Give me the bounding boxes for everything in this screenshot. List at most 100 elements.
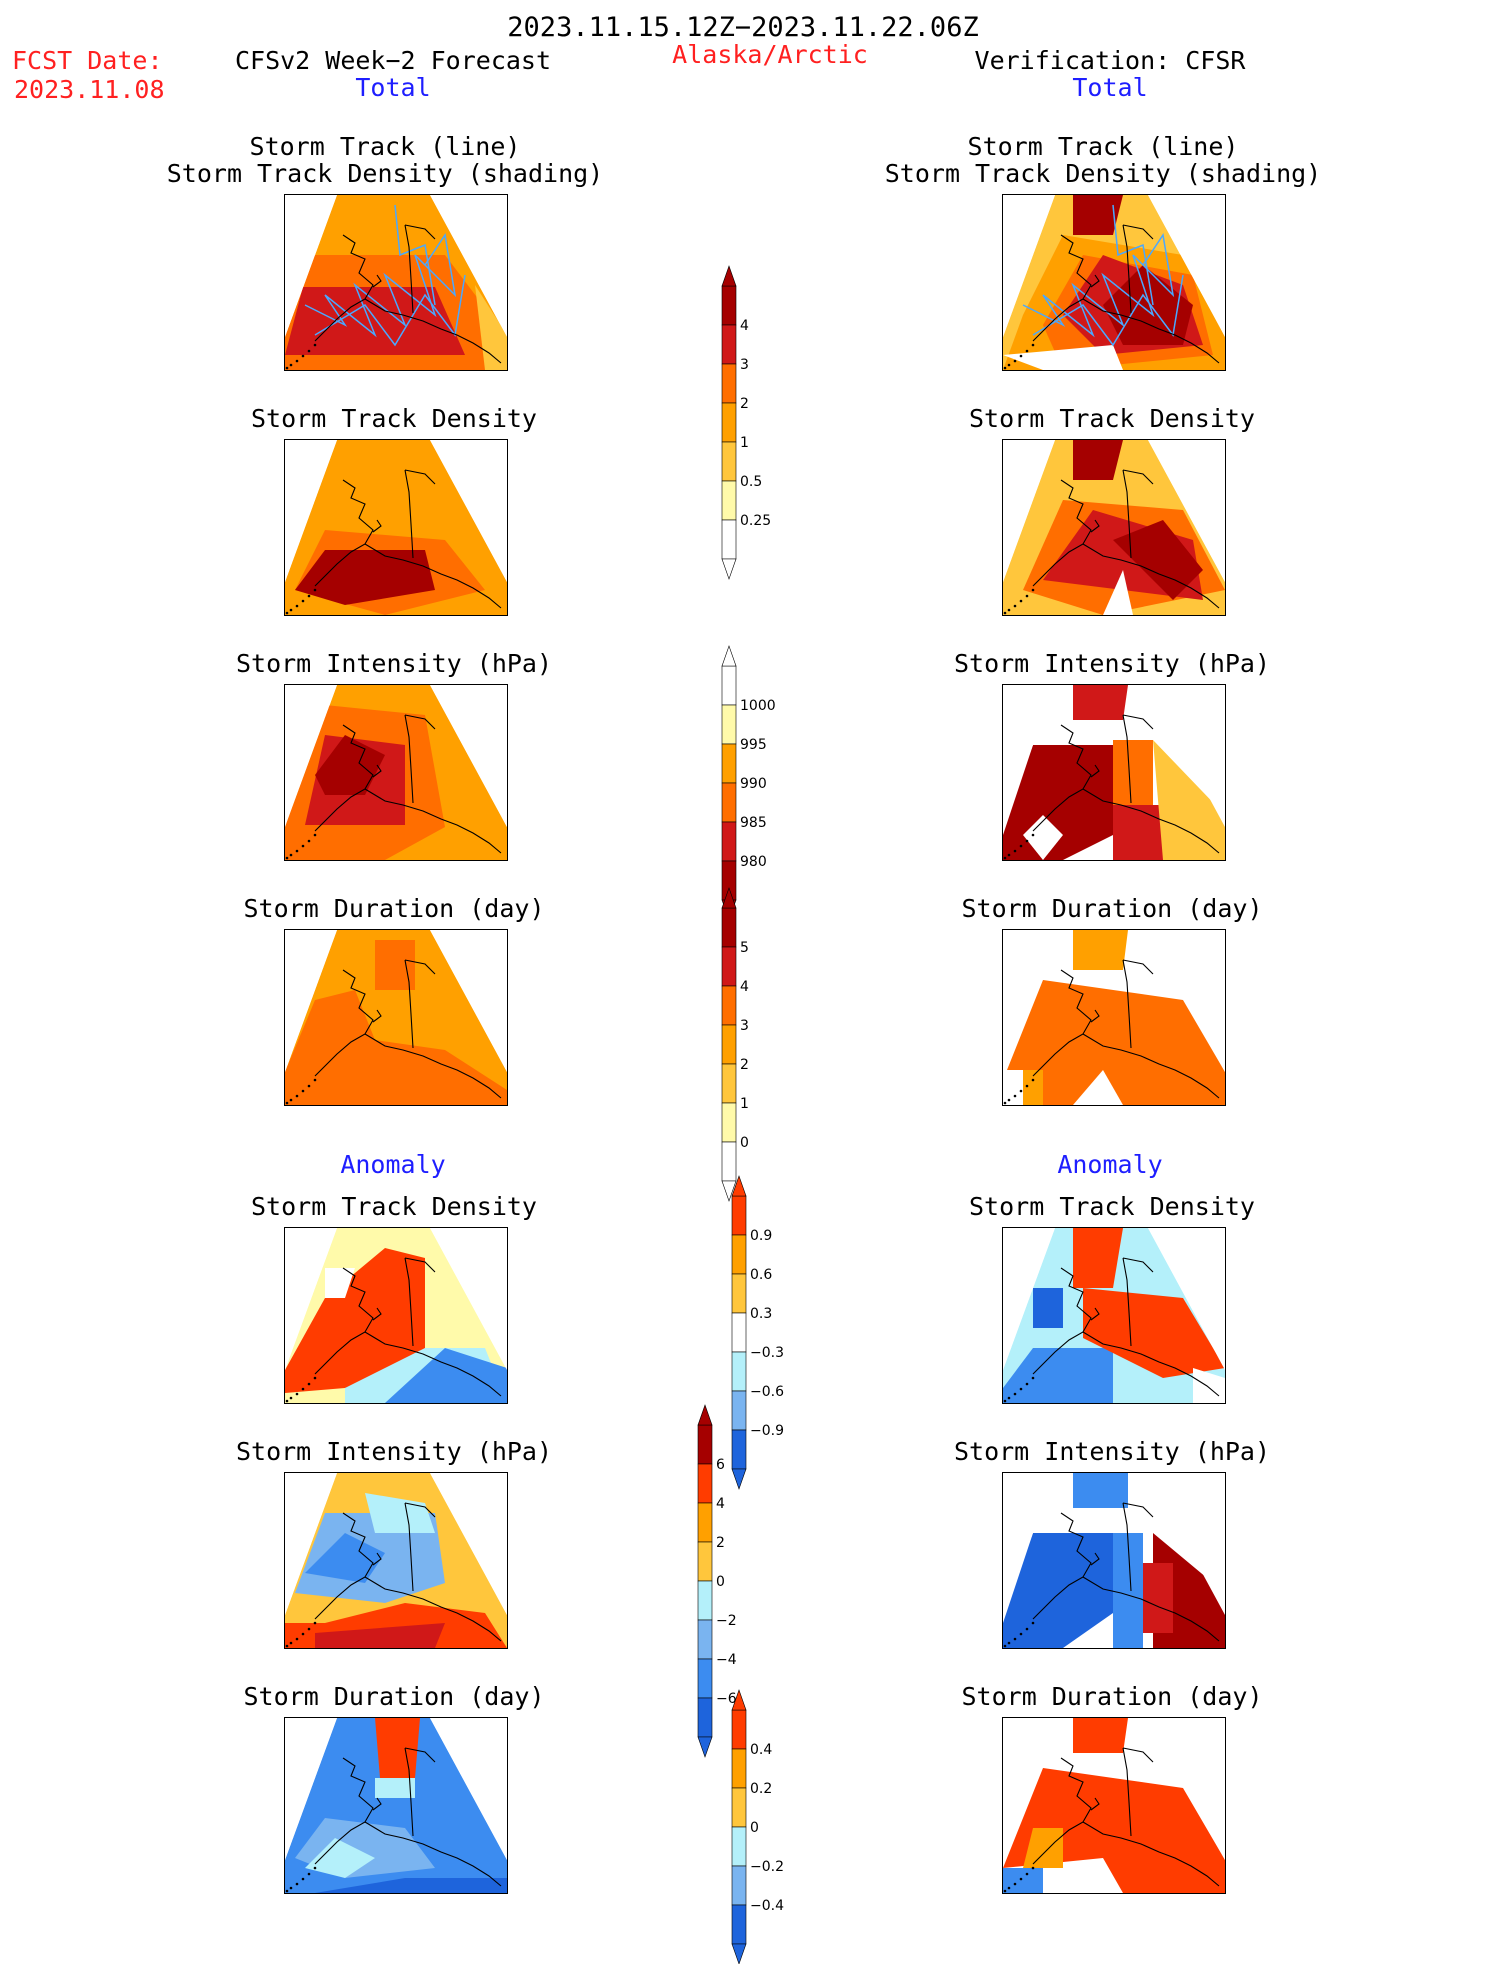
map-canvas xyxy=(1003,1473,1225,1648)
colorbar-bin xyxy=(721,743,737,784)
island xyxy=(1003,366,1007,370)
title-track-shading: Storm Track Density (shading) xyxy=(884,159,1322,188)
shaded-region xyxy=(1083,1288,1225,1378)
island xyxy=(301,844,305,848)
map-density-total-verification xyxy=(1002,439,1226,616)
shaded-region xyxy=(325,1268,355,1298)
colorbar-bin xyxy=(697,1541,713,1582)
island xyxy=(295,604,299,608)
colorbar-tick-label: −4 xyxy=(716,1652,737,1668)
island xyxy=(1025,1872,1029,1876)
shaded-region xyxy=(385,1348,507,1403)
island xyxy=(1025,594,1029,598)
shaded-region xyxy=(1023,1070,1043,1105)
shaded-region xyxy=(1073,1473,1128,1508)
island xyxy=(1003,1101,1007,1105)
title-intensity-anom-right: Storm Intensity (hPa) xyxy=(953,1437,1271,1466)
island xyxy=(1025,1382,1029,1386)
total-label-left: Total xyxy=(355,73,431,102)
colorbar-tick-label: 4 xyxy=(716,1496,725,1512)
colorbar-svg: 0.9 0.6 0.3 −0.3 −0.6 −0.9 xyxy=(731,1175,784,1490)
island xyxy=(289,608,293,612)
map-canvas xyxy=(285,440,507,615)
total-label-right: Total xyxy=(1072,73,1148,102)
island xyxy=(1019,1089,1023,1093)
colorbar-bin xyxy=(731,1234,747,1275)
title-density-total-left: Storm Track Density xyxy=(251,404,537,433)
island xyxy=(1019,1632,1023,1636)
island xyxy=(1003,1889,1007,1893)
colorbar-intensity-anom: 6 4 2 0 −2 −4 −6 xyxy=(697,1404,788,1758)
title-density-anom-right: Storm Track Density xyxy=(969,1192,1255,1221)
coastline xyxy=(314,1747,502,1887)
shaded-region xyxy=(315,735,385,795)
island xyxy=(295,1637,299,1641)
island xyxy=(1003,611,1007,615)
island xyxy=(1031,588,1035,592)
colorbar-bin xyxy=(731,1709,747,1750)
coastline xyxy=(314,959,502,1099)
island xyxy=(307,1872,311,1876)
island xyxy=(1025,1084,1029,1088)
title-intensity-anom-left: Storm Intensity (hPa) xyxy=(235,1437,553,1466)
island xyxy=(285,1399,289,1403)
colorbar-svg: 4 3 2 1 0.5 0.25 xyxy=(721,265,771,580)
island xyxy=(285,366,289,370)
island xyxy=(295,1392,299,1396)
colorbar-bin xyxy=(731,1787,747,1828)
forecast-title: CFSv2 Week−2 Forecast xyxy=(234,46,552,75)
storm-track-lines xyxy=(304,204,466,347)
colorbar-svg: 5 4 3 2 1 0 xyxy=(721,887,749,1202)
map-intensity-anom-forecast xyxy=(284,1472,508,1649)
map-duration-anom-forecast xyxy=(284,1717,508,1894)
island xyxy=(295,1882,299,1886)
colorbar-svg: 0.4 0.2 0 −0.2 −0.4 xyxy=(731,1689,784,1964)
island xyxy=(1007,608,1011,612)
island xyxy=(285,1644,289,1648)
colorbar-intensity-total: 1000 995 990 985 980 xyxy=(721,645,812,921)
colorbar-bin xyxy=(721,704,737,745)
colorbar-bin xyxy=(721,441,737,482)
colorbar-tick-label: 3 xyxy=(740,1018,749,1034)
island xyxy=(307,349,311,353)
fcst-date-label: FCST Date: xyxy=(12,46,163,75)
colorbar-tick-label: 990 xyxy=(740,776,767,792)
colorbar-duration-total: 5 4 3 2 1 0 xyxy=(721,887,812,1202)
colorbar-arrow-top xyxy=(721,265,737,287)
island xyxy=(295,359,299,363)
shaded-region xyxy=(1073,930,1128,970)
island xyxy=(1003,1399,1007,1403)
colorbar-bin xyxy=(721,665,737,706)
island xyxy=(313,833,317,837)
shaded-region xyxy=(315,1623,445,1648)
title-intensity-total-right: Storm Intensity (hPa) xyxy=(953,649,1271,678)
shaded-region xyxy=(295,550,435,605)
colorbar-tick-label: 0 xyxy=(750,1820,759,1836)
island xyxy=(285,856,289,860)
shaded-region xyxy=(1073,1070,1123,1105)
island xyxy=(1003,856,1007,860)
shaded-region xyxy=(1103,570,1133,615)
map-track-density-verification xyxy=(1002,194,1226,371)
shaded-region xyxy=(1143,1563,1173,1633)
colorbar-tick-label: 0.6 xyxy=(750,1267,772,1283)
colorbar-tick-label: 6 xyxy=(716,1457,725,1473)
colorbar-bin xyxy=(697,1502,713,1543)
colorbar-tick-label: 0.25 xyxy=(740,513,771,529)
colorbar-bin xyxy=(721,1102,737,1143)
island xyxy=(313,1866,317,1870)
island xyxy=(1019,1877,1023,1881)
island xyxy=(285,611,289,615)
anomaly-label-right: Anomaly xyxy=(1057,1150,1163,1179)
colorbar-bin xyxy=(697,1424,713,1465)
island xyxy=(1007,853,1011,857)
map-canvas xyxy=(1003,440,1225,615)
coastline xyxy=(1032,1747,1220,1887)
shaded-region xyxy=(375,1778,415,1798)
storm-track-lines xyxy=(1022,204,1184,347)
map-canvas xyxy=(1003,195,1225,370)
island xyxy=(307,1382,311,1386)
map-canvas xyxy=(1003,1718,1225,1893)
colorbar-tick-label: 0.3 xyxy=(750,1306,772,1322)
colorbar-arrow-bottom xyxy=(731,1943,747,1964)
